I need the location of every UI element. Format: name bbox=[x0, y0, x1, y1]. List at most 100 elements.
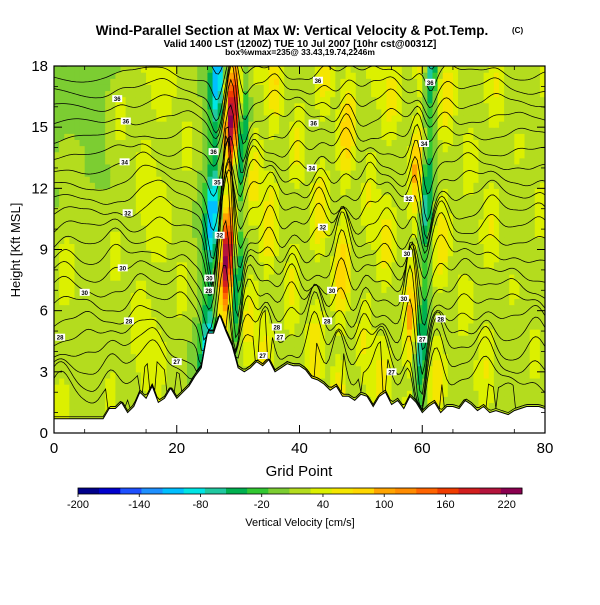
field-cell bbox=[253, 261, 260, 269]
field-cell bbox=[437, 200, 444, 208]
field-cell bbox=[437, 335, 444, 342]
field-cell bbox=[105, 261, 111, 269]
field-cell bbox=[376, 231, 382, 238]
field-cell bbox=[84, 225, 91, 232]
field-cell bbox=[319, 267, 326, 275]
field-cell bbox=[463, 133, 469, 140]
field-cell bbox=[161, 182, 168, 189]
field-cell bbox=[171, 249, 178, 257]
field-cell bbox=[176, 249, 183, 257]
field-cell bbox=[156, 310, 162, 318]
field-cell bbox=[140, 163, 147, 171]
field-cell bbox=[279, 329, 285, 336]
field-cell bbox=[458, 237, 464, 244]
field-cell bbox=[391, 273, 398, 281]
field-cell bbox=[406, 286, 413, 293]
field-cell bbox=[202, 261, 209, 269]
field-cell bbox=[396, 335, 403, 342]
field-cell bbox=[314, 212, 321, 220]
field-cell bbox=[202, 114, 209, 122]
field-cell bbox=[299, 237, 306, 244]
field-cell bbox=[115, 390, 122, 397]
field-cell bbox=[371, 310, 377, 318]
field-cell bbox=[350, 151, 357, 159]
field-cell bbox=[524, 335, 531, 342]
field-cell bbox=[64, 292, 70, 300]
field-cell bbox=[504, 353, 510, 361]
field-cell bbox=[161, 243, 168, 251]
field-cell bbox=[238, 157, 244, 165]
field-cell bbox=[161, 157, 168, 165]
field-cell bbox=[452, 292, 459, 300]
field-cell bbox=[94, 237, 101, 244]
field-cell bbox=[253, 267, 260, 275]
field-cell bbox=[406, 237, 413, 244]
field-cell bbox=[59, 237, 65, 244]
field-cell bbox=[176, 218, 183, 226]
title-block: Wind-Parallel Section at Max W: Vertical… bbox=[96, 23, 524, 57]
field-cell bbox=[273, 353, 280, 361]
field-cell bbox=[473, 390, 480, 397]
field-cell bbox=[238, 114, 244, 122]
field-cell bbox=[350, 225, 357, 232]
field-cell bbox=[238, 231, 244, 238]
field-cell bbox=[186, 371, 193, 379]
field-cell bbox=[504, 237, 510, 244]
field-cell bbox=[74, 280, 81, 287]
field-cell bbox=[371, 188, 377, 196]
field-cell bbox=[130, 365, 137, 373]
field-cell bbox=[284, 347, 290, 355]
field-cell bbox=[437, 390, 444, 397]
field-cell bbox=[192, 218, 198, 226]
field-cell bbox=[74, 273, 81, 281]
field-cell bbox=[64, 335, 70, 342]
field-cell bbox=[166, 139, 173, 147]
field-cell bbox=[473, 310, 480, 318]
field-cell bbox=[161, 304, 168, 312]
field-cell bbox=[258, 255, 265, 263]
field-cell bbox=[355, 365, 362, 373]
field-cell bbox=[325, 310, 331, 318]
field-cell bbox=[401, 322, 408, 330]
field-cell bbox=[422, 304, 428, 312]
field-cell bbox=[89, 194, 96, 202]
field-cell bbox=[79, 225, 86, 232]
field-cell bbox=[212, 121, 219, 128]
field-cell bbox=[304, 225, 311, 232]
field-cell bbox=[391, 218, 398, 226]
field-cell bbox=[452, 169, 459, 177]
field-cell bbox=[391, 237, 398, 244]
field-cell bbox=[539, 151, 545, 159]
field-cell bbox=[258, 347, 265, 355]
field-cell bbox=[498, 151, 505, 159]
field-cell bbox=[504, 267, 510, 275]
field-cell bbox=[54, 377, 60, 385]
field-cell bbox=[504, 298, 510, 306]
field-cell bbox=[534, 249, 541, 257]
field-cell bbox=[171, 304, 178, 312]
field-cell bbox=[54, 292, 60, 300]
field-cell bbox=[498, 347, 505, 355]
field-cell bbox=[120, 225, 127, 232]
field-cell bbox=[483, 121, 490, 128]
field-cell bbox=[253, 194, 260, 202]
field-cell bbox=[171, 243, 178, 251]
field-cell bbox=[299, 243, 306, 251]
field-cell bbox=[130, 225, 137, 232]
field-cell bbox=[314, 114, 321, 122]
field-cell bbox=[222, 322, 229, 330]
field-cell bbox=[422, 365, 428, 373]
field-cell bbox=[498, 322, 505, 330]
field-cell bbox=[442, 114, 449, 122]
field-cell bbox=[176, 157, 183, 165]
field-cell bbox=[330, 249, 336, 257]
field-cell bbox=[207, 261, 214, 269]
field-cell bbox=[151, 304, 157, 312]
field-cell bbox=[130, 304, 137, 312]
field-cell bbox=[473, 218, 480, 226]
field-cell bbox=[120, 292, 127, 300]
field-cell bbox=[84, 139, 91, 147]
field-cell bbox=[84, 249, 91, 257]
field-cell bbox=[140, 145, 147, 153]
field-cell bbox=[447, 359, 454, 367]
